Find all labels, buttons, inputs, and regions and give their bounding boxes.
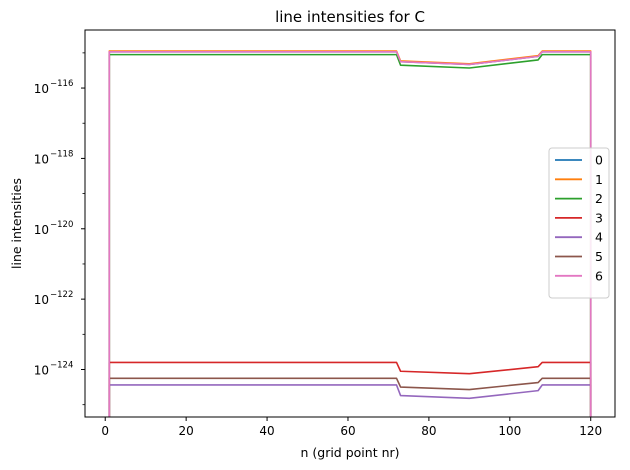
series-layer [108, 50, 592, 417]
series-line-3 [108, 361, 592, 417]
y-tick-label-base: 10 [34, 364, 49, 378]
x-axis-label: n (grid point nr) [300, 445, 399, 460]
y-tick-label-base: 10 [34, 223, 49, 237]
legend-label-4: 4 [595, 230, 603, 245]
y-tick-label-exponent: −116 [50, 79, 73, 89]
x-tick-label: 80 [421, 424, 436, 438]
x-tick-label: 100 [498, 424, 521, 438]
x-tick-label: 120 [579, 424, 602, 438]
chart-title: line intensities for C [275, 8, 425, 26]
legend-label-2: 2 [595, 191, 603, 206]
legend-box [548, 147, 610, 299]
series-line-4 [108, 384, 592, 417]
series-line-2 [108, 53, 592, 417]
y-tick-label-base: 10 [34, 293, 49, 307]
legend-label-1: 1 [595, 172, 603, 187]
legend: 0 1 2 3 4 5 6 [548, 147, 610, 299]
y-tick-label-exponent: −124 [50, 361, 73, 371]
y-axis-label: line intensities [9, 178, 24, 269]
x-tick-label: 20 [179, 424, 194, 438]
series-line-6 [108, 51, 592, 417]
x-tick-label: 60 [340, 424, 355, 438]
legend-label-5: 5 [595, 249, 603, 264]
legend-label-3: 3 [595, 210, 603, 225]
y-tick-label-exponent: −120 [50, 220, 73, 230]
y-tick-label-base: 10 [34, 82, 49, 96]
x-tick-label: 40 [259, 424, 274, 438]
x-axis: 0 20 40 60 80 100 120 [101, 417, 602, 438]
plot-frame [84, 29, 616, 418]
series-line-5 [108, 377, 592, 417]
y-tick-label-base: 10 [34, 152, 49, 166]
legend-label-0: 0 [595, 153, 603, 168]
y-tick-label-exponent: −122 [50, 290, 73, 300]
x-tick-label: 0 [101, 424, 109, 438]
legend-label-6: 6 [595, 268, 603, 283]
y-tick-label-exponent: −118 [50, 149, 73, 159]
